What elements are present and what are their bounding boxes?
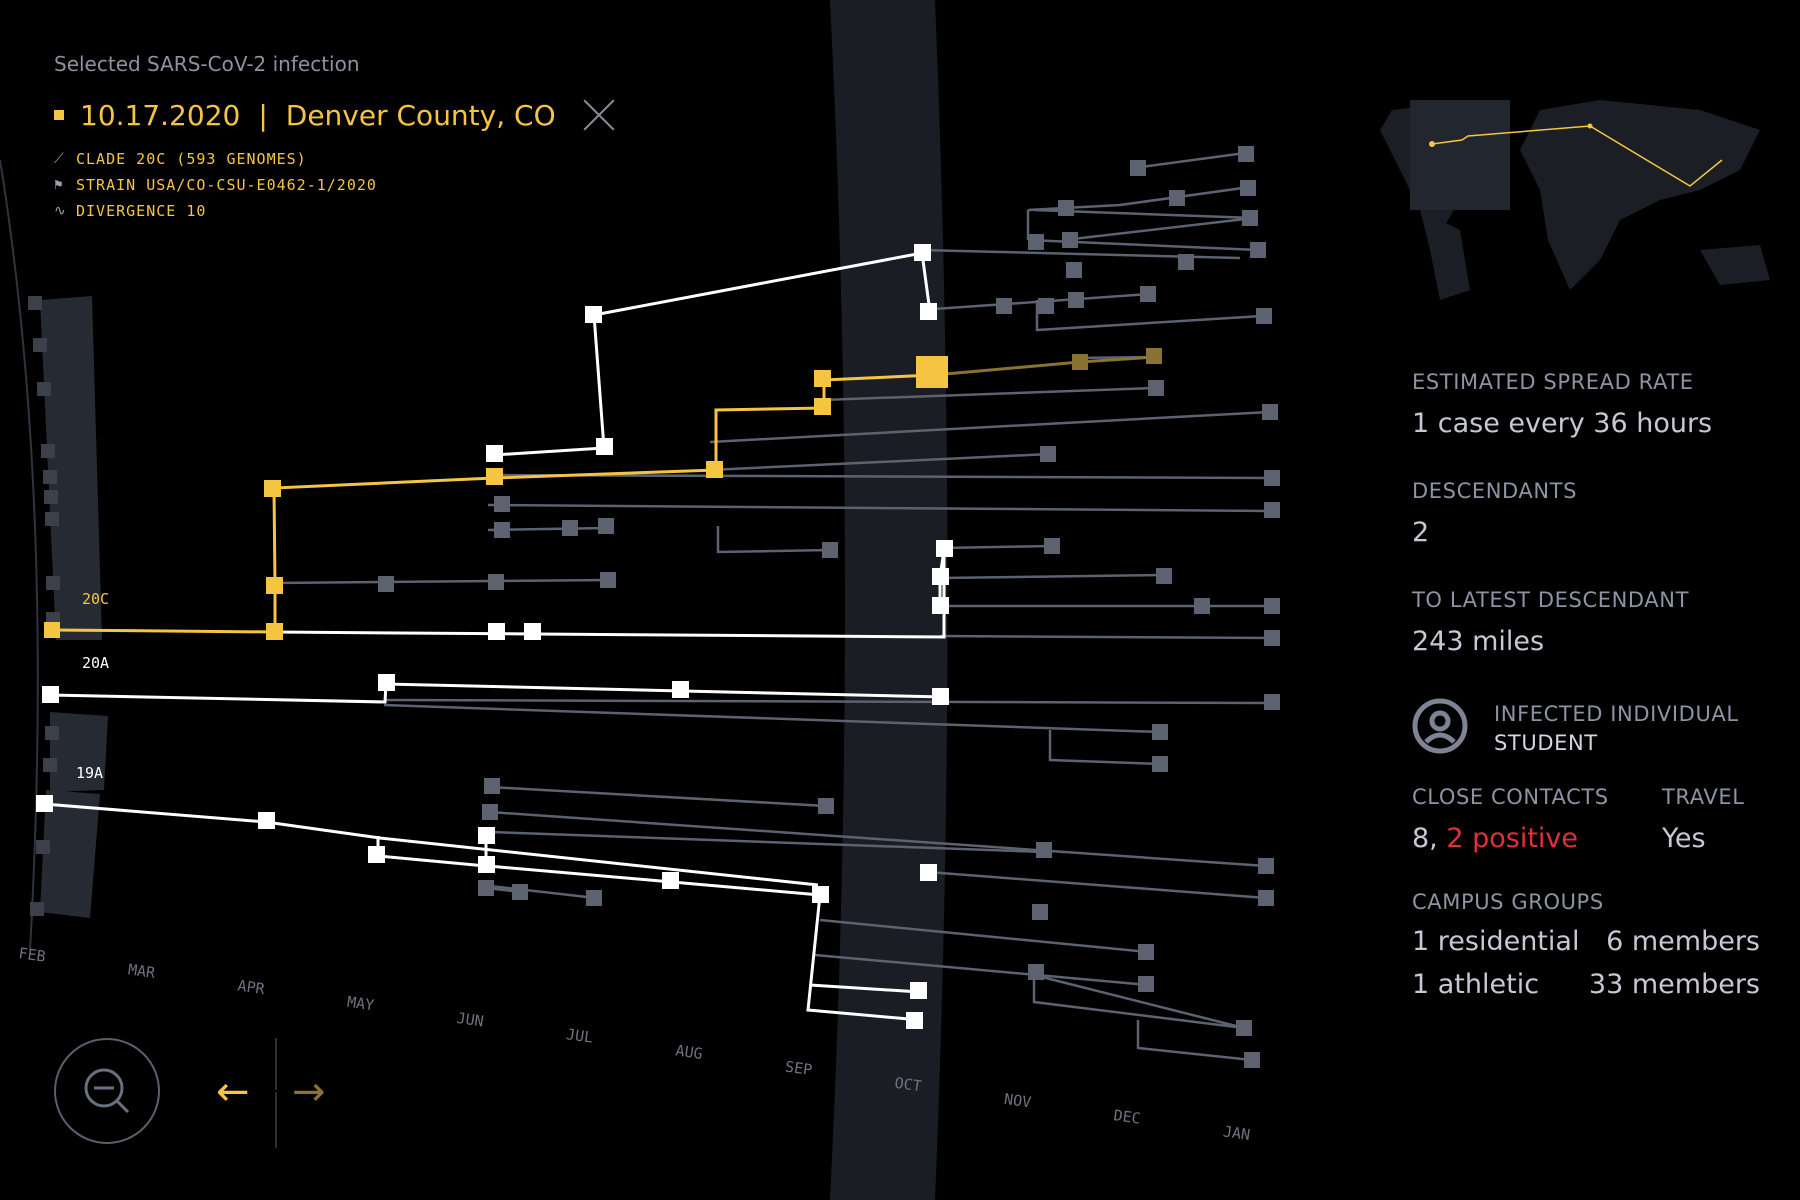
travel-label: TRAVEL bbox=[1662, 785, 1745, 809]
campus-group-name: 1 residential bbox=[1412, 926, 1580, 957]
month-axis: FEB MAR APR MAY JUN JUL AUG SEP OCT NOV DEC JAN bbox=[17, 944, 1251, 1144]
infection-meta: ⟋ CLADE 20C (593 GENOMES) ⚑ STRAIN USA/C… bbox=[54, 150, 616, 220]
close-contacts-positive: 2 positive bbox=[1446, 823, 1579, 854]
month-label: JAN bbox=[1222, 1122, 1251, 1144]
title-separator: | bbox=[258, 98, 268, 132]
stats-panel: ESTIMATED SPREAD RATE 1 case every 36 ho… bbox=[1412, 370, 1772, 1000]
campus-groups-label: CAMPUS GROUPS bbox=[1412, 890, 1604, 914]
travel-value: Yes bbox=[1662, 823, 1706, 854]
spread-rate: ESTIMATED SPREAD RATE 1 case every 36 ho… bbox=[1412, 370, 1772, 439]
clade-value: CLADE 20C (593 GENOMES) bbox=[76, 150, 307, 168]
month-label: JUL bbox=[565, 1025, 594, 1047]
descendants-label: DESCENDANTS bbox=[1412, 479, 1578, 503]
campus-group-row: 1 athletic 33 members bbox=[1412, 969, 1760, 1000]
selected-infection-node[interactable] bbox=[916, 356, 948, 388]
infection-location: Denver County, CO bbox=[285, 98, 556, 132]
month-label: MAY bbox=[346, 993, 375, 1015]
clade-20c-band bbox=[40, 296, 102, 640]
latest-descendant: TO LATEST DESCENDANT 243 miles bbox=[1412, 588, 1772, 657]
month-label: SEP bbox=[784, 1058, 813, 1080]
left-arc bbox=[0, 159, 39, 951]
campus-groups: CAMPUS GROUPS 1 residential 6 members 1 … bbox=[1412, 890, 1772, 1000]
marker-square-icon bbox=[54, 110, 64, 120]
campus-group-name: 1 athletic bbox=[1412, 969, 1540, 1000]
world-map bbox=[1380, 100, 1770, 300]
october-band bbox=[830, 0, 948, 1200]
travel: TRAVEL Yes bbox=[1662, 785, 1745, 854]
dna-icon: ⟋ bbox=[54, 151, 65, 167]
selected-label: Selected SARS-CoV-2 infection bbox=[54, 52, 360, 76]
individual-label: INFECTED INDIVIDUAL bbox=[1494, 702, 1739, 726]
close-button[interactable] bbox=[582, 98, 616, 132]
clade-label-19a: 19A bbox=[76, 764, 103, 782]
descendants: DESCENDANTS 2 bbox=[1412, 479, 1772, 548]
campus-group-row: 1 residential 6 members bbox=[1412, 926, 1760, 957]
yellow-nodes[interactable] bbox=[44, 370, 831, 640]
grey-nodes[interactable] bbox=[378, 146, 1280, 1068]
selected-tail bbox=[933, 355, 1156, 377]
nav-divider bbox=[275, 1038, 277, 1148]
month-label: FEB bbox=[17, 944, 46, 966]
arrow-right-icon[interactable]: → bbox=[292, 1069, 326, 1115]
strain-row: ⚑ STRAIN USA/CO-CSU-E0462-1/2020 bbox=[54, 176, 616, 194]
white-nodes[interactable] bbox=[36, 244, 953, 1029]
latest-descendant-label: TO LATEST DESCENDANT bbox=[1412, 588, 1689, 612]
month-label: NOV bbox=[1003, 1090, 1032, 1112]
pulse-icon: ∿ bbox=[54, 203, 67, 219]
month-label: AUG bbox=[674, 1041, 703, 1063]
selected-infection-header: Selected SARS-CoV-2 infection 10.17.2020… bbox=[54, 52, 616, 220]
infection-date: 10.17.2020 bbox=[80, 98, 241, 132]
clade-label-20c: 20C bbox=[82, 590, 109, 608]
title-row: 10.17.2020 | Denver County, CO bbox=[54, 98, 616, 132]
zoom-out-icon bbox=[84, 1068, 130, 1114]
tail-nodes[interactable] bbox=[1072, 348, 1162, 370]
grey-branches bbox=[271, 151, 1273, 1062]
month-label: DEC bbox=[1112, 1106, 1141, 1128]
nav-divider-gap bbox=[262, 1090, 290, 1092]
month-label: APR bbox=[236, 977, 266, 999]
clade-20a-band bbox=[50, 712, 108, 792]
clade-row: ⟋ CLADE 20C (593 GENOMES) bbox=[54, 150, 616, 168]
selected-lineage bbox=[51, 373, 935, 634]
arrow-left-icon[interactable]: ← bbox=[216, 1069, 250, 1115]
close-contacts: CLOSE CONTACTS 8, 2 positive bbox=[1412, 785, 1662, 854]
month-label: OCT bbox=[893, 1074, 922, 1096]
latest-descendant-value: 243 miles bbox=[1412, 626, 1545, 657]
spread-rate-label: ESTIMATED SPREAD RATE bbox=[1412, 370, 1694, 394]
close-contacts-count: 8, bbox=[1412, 823, 1438, 854]
close-contacts-value: 8, 2 positive bbox=[1412, 823, 1662, 854]
divergence-row: ∿ DIVERGENCE 10 bbox=[54, 202, 616, 220]
strain-value: STRAIN USA/CO-CSU-E0462-1/2020 bbox=[76, 176, 377, 194]
campus-group-members: 6 members bbox=[1606, 926, 1760, 957]
divergence-value: DIVERGENCE 10 bbox=[76, 202, 207, 220]
infected-individual: INFECTED INDIVIDUAL STUDENT bbox=[1412, 697, 1772, 755]
descendants-value: 2 bbox=[1412, 517, 1430, 548]
individual-text: INFECTED INDIVIDUAL STUDENT bbox=[1494, 697, 1739, 755]
spread-rate-value: 1 case every 36 hours bbox=[1412, 408, 1713, 439]
month-label: JUN bbox=[455, 1009, 484, 1031]
zoom-out-button[interactable] bbox=[54, 1038, 160, 1144]
contacts-travel-row: CLOSE CONTACTS 8, 2 positive TRAVEL Yes bbox=[1412, 785, 1772, 854]
individual-value: STUDENT bbox=[1494, 731, 1598, 755]
campus-group-members: 33 members bbox=[1588, 969, 1760, 1000]
flag-icon: ⚑ bbox=[54, 177, 64, 193]
month-label: MAR bbox=[127, 960, 157, 982]
person-icon bbox=[1412, 698, 1468, 754]
left-axis-nodes bbox=[28, 296, 60, 916]
close-contacts-label: CLOSE CONTACTS bbox=[1412, 785, 1609, 809]
clade-label-20a: 20A bbox=[82, 654, 109, 672]
clade-19a-band bbox=[40, 790, 100, 918]
